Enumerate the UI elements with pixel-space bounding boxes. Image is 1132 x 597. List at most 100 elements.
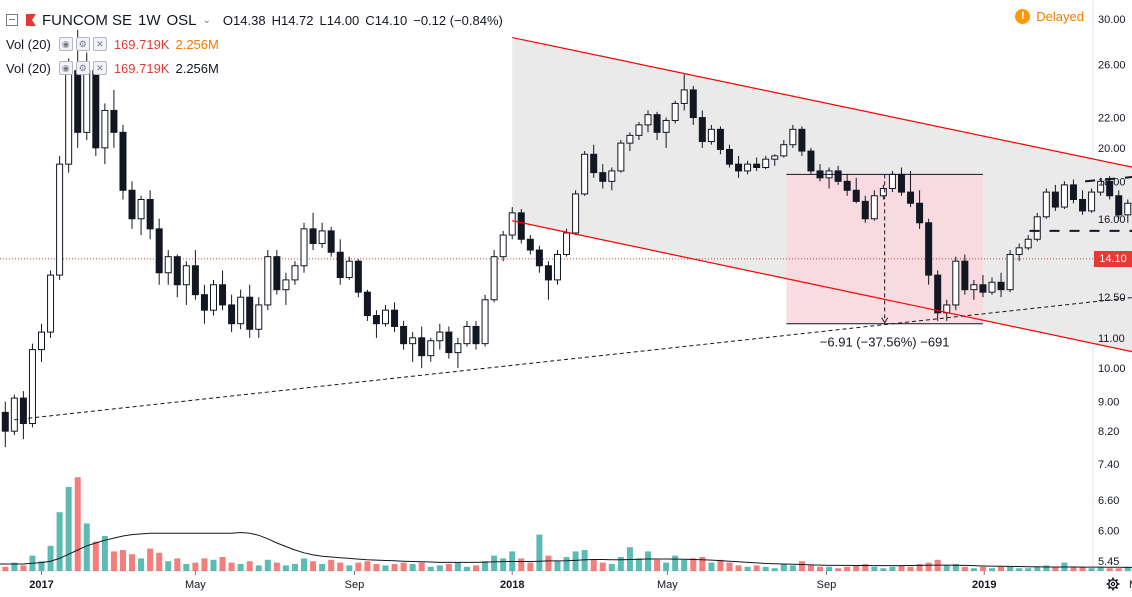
candle [164, 250, 172, 285]
volume-bar [110, 551, 117, 571]
volume-bar [291, 564, 298, 571]
volume-bar [473, 565, 480, 571]
volume-bar [1043, 565, 1050, 571]
candle [1060, 181, 1068, 209]
volume-bar [409, 564, 416, 571]
candle [490, 250, 498, 303]
candle-body [273, 256, 281, 291]
candle-body [1088, 191, 1096, 212]
open-value: 14.38 [233, 12, 266, 28]
candle-body [916, 202, 924, 224]
candle [1115, 190, 1123, 219]
candle [56, 155, 64, 280]
candle [237, 289, 245, 330]
candle-body [445, 331, 453, 354]
low-key: L [319, 12, 327, 28]
interval-label[interactable]: 1W [138, 11, 161, 29]
volume-bar [844, 566, 851, 571]
symbol-name[interactable]: FUNCOM SE [42, 11, 132, 29]
candle [970, 279, 978, 300]
candle [879, 184, 887, 200]
candle-body [454, 343, 462, 354]
indicator-name[interactable]: Vol (20) [6, 60, 51, 76]
volume-bar [310, 561, 317, 571]
candle-body [526, 238, 534, 251]
candle [228, 294, 236, 333]
candle [617, 140, 625, 173]
volume-bar [527, 562, 534, 571]
exchange-label: OSL [166, 11, 197, 29]
candle [1069, 179, 1077, 204]
delayed-label: Delayed [1036, 9, 1084, 24]
close-icon[interactable]: ✕ [92, 37, 107, 51]
indicator-value-b: 2.256M [175, 60, 219, 76]
candle [590, 144, 598, 178]
candle-body [1033, 216, 1041, 240]
volume-bar [246, 561, 253, 571]
indicator-row[interactable]: Vol (20) ◉ ⚙ ✕ 169.719K 2.256M [6, 32, 503, 56]
high-value: 14.72 [280, 12, 314, 28]
gear-icon[interactable]: ⚙ [75, 37, 90, 51]
eye-icon[interactable]: ◉ [58, 37, 73, 51]
volume-bar [554, 561, 561, 571]
candle [273, 250, 281, 295]
candle-body [897, 173, 905, 193]
candle [1024, 235, 1032, 251]
candle [200, 284, 208, 324]
volume-bar [871, 566, 878, 571]
chevron-down-icon[interactable]: ⌄ [202, 14, 211, 26]
candle-body [608, 170, 616, 182]
candle-body [490, 256, 498, 301]
gear-icon[interactable]: ⚙ [75, 61, 90, 75]
volume-bar [255, 565, 262, 571]
volume-bar [382, 565, 389, 571]
volume-bar [545, 555, 552, 571]
eye-icon[interactable]: ◉ [58, 61, 73, 75]
candle-body [689, 89, 697, 119]
volume-bar [56, 512, 63, 571]
candle [255, 297, 263, 338]
candle [409, 332, 417, 362]
time-tick-label: Sep [345, 579, 365, 591]
delayed-badge[interactable]: ! Delayed [1015, 9, 1084, 24]
candle [291, 261, 299, 285]
candle [454, 337, 462, 369]
volume-bar [174, 558, 181, 571]
candle [725, 144, 733, 168]
candle-body [517, 212, 525, 240]
volume-bar [735, 565, 742, 571]
candle [1033, 212, 1041, 242]
candle-body [970, 284, 978, 291]
volume-bar [708, 562, 715, 571]
volume-bar [518, 558, 525, 571]
candle-body [400, 325, 408, 345]
indicator-name[interactable]: Vol (20) [6, 36, 51, 52]
volume-bar [563, 557, 570, 571]
candle-body [934, 274, 942, 314]
close-icon[interactable]: ✕ [92, 61, 107, 75]
volume-bar [635, 558, 642, 571]
candle [445, 326, 453, 359]
candle-body [128, 189, 136, 220]
candle-body [19, 397, 27, 425]
volume-bar [264, 559, 271, 571]
candle-body [590, 153, 598, 174]
volume-bar [192, 562, 199, 571]
candle [961, 254, 969, 295]
candle-body [1115, 195, 1123, 216]
candle-body [336, 251, 344, 278]
time-tick-label: May [185, 579, 206, 591]
candle [753, 157, 761, 171]
collapse-legend-icon[interactable] [6, 14, 18, 26]
indicator-row[interactable]: Vol (20) ◉ ⚙ ✕ 169.719K 2.256M [6, 56, 503, 80]
volume-bar [853, 565, 860, 571]
indicator-value-a: 169.719K [113, 36, 170, 52]
volume-bar [11, 562, 18, 571]
candle [553, 250, 561, 285]
settings-gear-icon[interactable] [1106, 577, 1120, 591]
candle-body [101, 109, 109, 149]
candle-body [753, 163, 761, 169]
volume-bar [210, 559, 217, 571]
